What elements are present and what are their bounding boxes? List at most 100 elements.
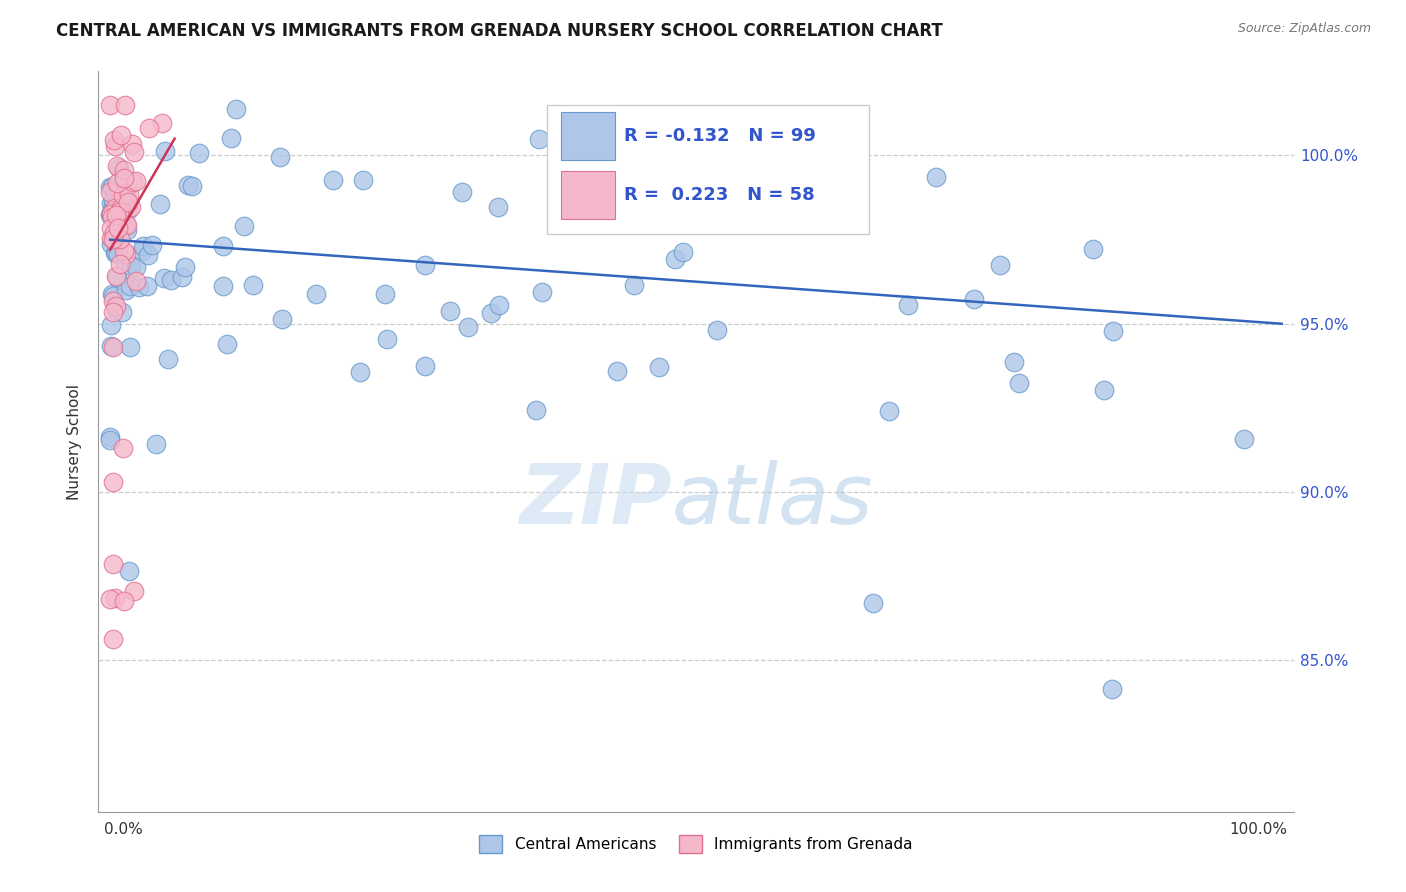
Point (100, 221, 122, 235)
Point (114, 98, 136, 112)
Point (862, 596, 884, 610)
Point (105, 204, 128, 219)
Point (105, 215, 128, 229)
Point (1092, 384, 1115, 398)
Point (176, 178, 198, 193)
Point (98, 98, 121, 112)
Point (149, 197, 172, 211)
Point (145, 437, 167, 451)
Point (647, 360, 669, 375)
Point (672, 245, 695, 260)
Point (101, 289, 124, 303)
Point (664, 252, 686, 266)
Point (153, 270, 176, 285)
Point (156, 351, 179, 366)
Point (122, 175, 145, 189)
Point (101, 632, 124, 646)
Point (118, 186, 141, 201)
Point (118, 279, 141, 293)
Point (101, 199, 124, 213)
Point (115, 223, 138, 237)
Point (219, 130, 242, 145)
Text: 0.0%: 0.0% (104, 822, 143, 837)
Point (374, 286, 396, 301)
FancyBboxPatch shape (547, 104, 869, 235)
Point (117, 194, 139, 209)
Point (457, 319, 479, 334)
Point (117, 202, 139, 217)
Point (120, 200, 142, 214)
Point (990, 258, 1012, 272)
Legend: Central Americans, Immigrants from Grenada: Central Americans, Immigrants from Grena… (474, 829, 918, 860)
Point (104, 591, 127, 605)
Point (1101, 681, 1123, 696)
Point (375, 332, 398, 346)
Point (623, 278, 645, 293)
Point (439, 303, 461, 318)
FancyBboxPatch shape (561, 112, 614, 161)
Text: Source: ZipAtlas.com: Source: ZipAtlas.com (1237, 22, 1371, 36)
Point (125, 174, 148, 188)
Point (104, 139, 127, 153)
Point (614, 133, 637, 147)
Point (1008, 376, 1031, 390)
Point (100, 207, 122, 221)
Point (550, 176, 572, 190)
Point (100, 207, 122, 221)
Point (706, 323, 728, 337)
Point (98, 180, 121, 194)
Point (108, 204, 131, 219)
Point (135, 279, 157, 293)
Point (103, 133, 125, 147)
Text: R = -0.132   N = 99: R = -0.132 N = 99 (624, 127, 815, 145)
Point (678, 129, 700, 144)
Point (122, 145, 145, 159)
Point (242, 278, 264, 293)
Point (112, 441, 135, 455)
Point (963, 292, 986, 306)
Point (104, 208, 127, 222)
Point (107, 221, 129, 235)
Point (101, 557, 124, 571)
Point (104, 245, 127, 260)
Point (107, 270, 129, 285)
Point (138, 120, 160, 135)
Point (150, 115, 173, 129)
Point (101, 180, 124, 194)
Point (531, 285, 554, 299)
Point (211, 279, 233, 293)
Point (112, 163, 135, 178)
Point (110, 128, 132, 142)
Point (125, 260, 148, 274)
Point (131, 244, 153, 258)
FancyBboxPatch shape (561, 171, 614, 219)
Point (115, 217, 138, 231)
Point (103, 204, 125, 219)
Point (105, 186, 128, 201)
Point (121, 136, 143, 151)
Point (488, 298, 510, 312)
Point (897, 297, 920, 311)
Point (108, 185, 131, 199)
Point (100, 208, 122, 222)
Point (217, 337, 239, 351)
Point (128, 280, 150, 294)
Point (1102, 324, 1125, 338)
Text: 100.0%: 100.0% (1230, 822, 1288, 837)
Point (415, 258, 437, 272)
Point (107, 247, 129, 261)
Point (115, 247, 138, 261)
Point (188, 146, 211, 161)
Point (118, 340, 141, 354)
Point (105, 299, 128, 313)
Point (105, 159, 128, 173)
Point (136, 248, 159, 262)
Point (112, 594, 135, 608)
Point (101, 210, 124, 224)
Point (271, 311, 294, 326)
Point (120, 259, 142, 273)
Point (486, 200, 509, 214)
Point (107, 176, 129, 190)
Point (103, 294, 125, 309)
Point (104, 246, 127, 260)
